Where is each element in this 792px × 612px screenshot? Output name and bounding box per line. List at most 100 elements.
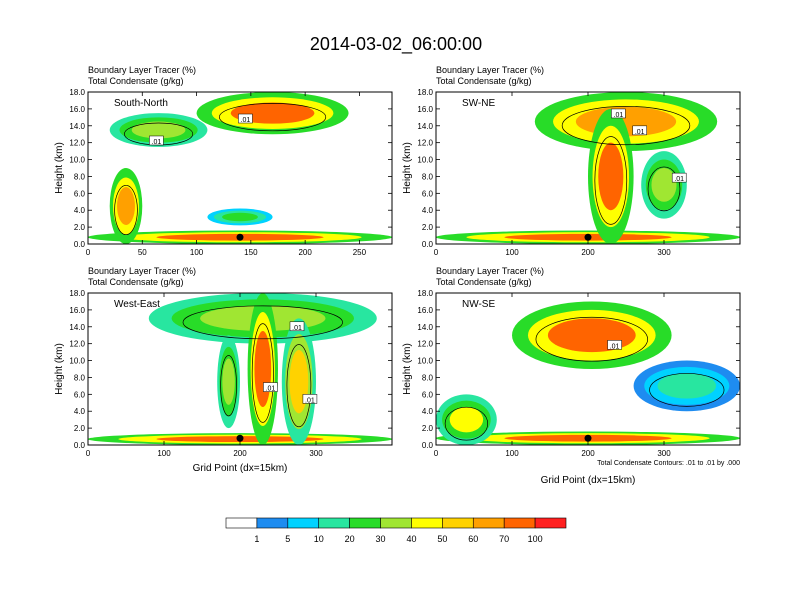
contour-label: .01 [266,386,276,393]
contour-label-box [611,108,626,119]
contour-footnote: Total Condensate Contours: .01 to .01 by… [597,460,740,467]
location-marker [584,434,592,442]
colorbar-swatch [472,517,505,529]
y-tick-label: 8.0 [74,172,86,181]
x-tick-label: 250 [353,248,367,257]
y-axis-label: Height (km) [54,343,65,395]
condensate-contour [182,305,343,340]
contour-label: .01 [241,117,251,124]
y-axis-label: Height (km) [402,343,413,395]
y-axis-label: Height (km) [54,142,65,194]
y-tick-label: 18.0 [69,88,85,97]
tracer-region-core [117,187,135,225]
x-tick-label: 150 [244,248,258,257]
condensate-contour [444,406,489,441]
y-tick-label: 4.0 [74,407,86,416]
panel-4: .01 0 100 200 300 0.0 2.0 4.0 6.0 8.0 10.0 12.0 14.0… [402,266,741,486]
x-tick-label: 0 [434,248,439,257]
contour-label: .01 [635,129,645,136]
series-label-condensate: Total Condensate (g/kg) [436,277,532,287]
condensate-contour [220,355,237,417]
contour-label-box [149,135,164,146]
panels: .01 .01 0 50 100 150 200 250 0.0 2.0 4.0 6.0 8.0 10.0… [54,65,741,486]
x-tick-label: 100 [505,248,519,257]
colorbar-swatch [411,517,443,529]
y-tick-label: 4.0 [74,206,86,215]
colorbar-label: 20 [345,534,355,544]
contour-label: .01 [610,343,620,350]
condensate-contour [647,166,681,212]
colorbar-label: 100 [528,534,543,544]
y-tick-label: 2.0 [422,223,434,232]
series-label-tracer: Boundary Layer Tracer (%) [436,266,544,276]
x-tick-label: 100 [505,449,519,458]
condensate-contour [219,103,327,132]
contour-label: .01 [674,176,684,183]
y-tick-label: 0.0 [422,240,434,249]
y-tick-label: 12.0 [417,340,433,349]
colorbar-swatch [318,517,350,529]
y-tick-label: 10.0 [69,357,85,366]
colorbar-swatch [256,517,289,529]
contour-label-box [263,382,278,392]
x-axis-label: Grid Point (dx=15km) [541,475,636,486]
colorbar-label: 10 [314,534,324,544]
tracer-region-core [657,373,717,399]
tracer-region-core [222,212,258,222]
y-tick-label: 2.0 [74,424,86,433]
x-tick-label: 200 [298,248,312,257]
plot-area [436,92,740,244]
condensate-contour [286,344,312,428]
x-tick-label: 300 [657,248,671,257]
y-tick-label: 10.0 [69,156,85,165]
tracer-region-core [222,358,235,405]
y-tick-label: 18.0 [417,88,433,97]
y-tick-label: 6.0 [422,189,434,198]
x-tick-label: 200 [233,449,247,458]
colorbar-swatch [380,517,412,529]
tracer-region-core [651,168,677,202]
y-tick-label: 16.0 [417,306,433,315]
contour-label-box [632,125,647,136]
panel-label: NW-SE [462,299,495,310]
y-tick-label: 6.0 [74,189,86,198]
contour-label: .01 [614,112,624,119]
y-tick-label: 18.0 [69,289,85,298]
contour-label: .01 [152,139,162,146]
contour-label-box [302,394,318,404]
location-marker [236,233,244,241]
series-label-tracer: Boundary Layer Tracer (%) [88,65,196,75]
plot-area [88,293,392,445]
tracer-region-core [131,121,186,139]
series-label-condensate: Total Condensate (g/kg) [88,277,184,287]
x-tick-label: 200 [581,449,595,458]
contour-label: .01 [292,325,302,332]
panel-3: .01 .01 .01 0 100 200 300 0.0 2.0 4.0 6.0 8.0 10.0 12… [54,266,393,474]
y-tick-label: 14.0 [69,122,85,131]
x-tick-label: 0 [86,248,91,257]
y-tick-label: 0.0 [74,240,86,249]
condensate-contour [114,184,138,236]
y-tick-label: 4.0 [422,407,434,416]
y-tick-label: 4.0 [422,206,434,215]
colorbar-label: 40 [406,534,416,544]
x-tick-label: 300 [309,449,323,458]
x-tick-label: 100 [190,248,204,257]
tracer-region-core [254,331,272,407]
y-tick-label: 14.0 [69,323,85,332]
condensate-contour [535,316,649,362]
y-tick-label: 0.0 [74,441,86,450]
colorbar-label: 60 [468,534,478,544]
y-tick-label: 8.0 [74,373,86,382]
colorbar-swatch [442,517,474,529]
y-tick-label: 0.0 [422,441,434,450]
panel-1: .01 .01 0 50 100 150 200 250 0.0 2.0 4.0 6.0 8.0 10.0… [54,65,393,257]
y-tick-label: 10.0 [417,357,433,366]
contour-label-box [607,340,622,350]
panel-label: SW-NE [462,98,495,109]
series-label-condensate: Total Condensate (g/kg) [88,76,184,86]
y-tick-label: 8.0 [422,172,434,181]
colorbar-label: 30 [376,534,386,544]
x-tick-label: 300 [657,449,671,458]
